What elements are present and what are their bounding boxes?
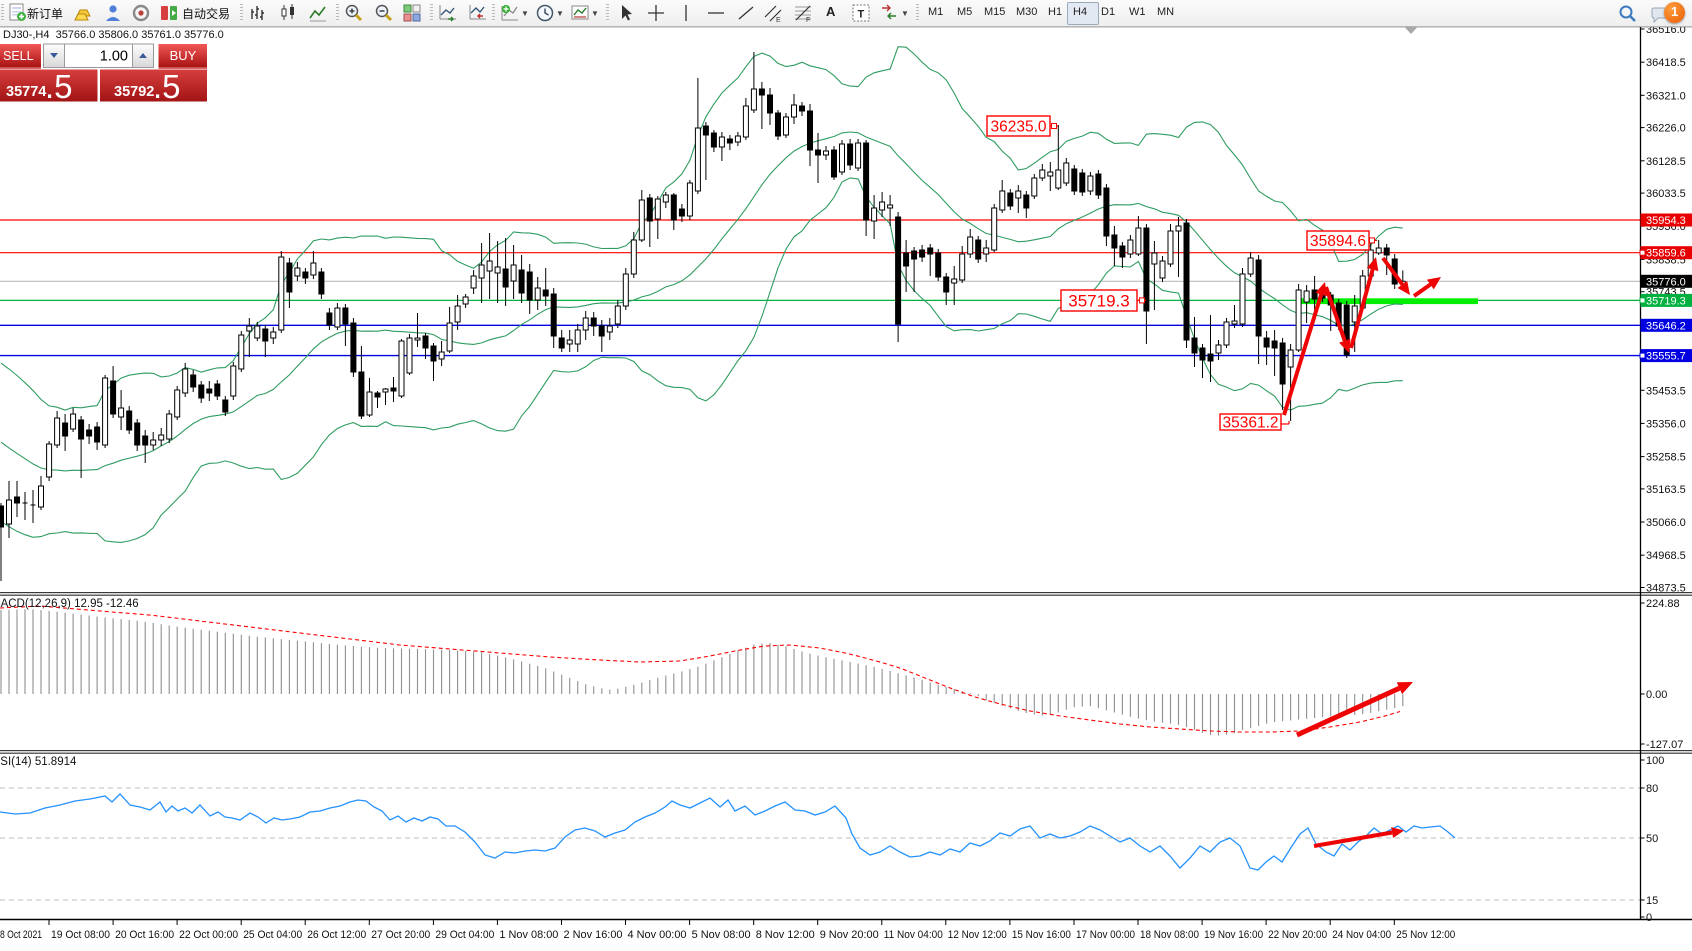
svg-text:35555.7: 35555.7 — [1646, 351, 1686, 363]
svg-text:0: 0 — [1646, 912, 1652, 924]
svg-text:BUY: BUY — [170, 48, 197, 63]
svg-text:E: E — [776, 17, 781, 23]
svg-text:19 Oct 08:00: 19 Oct 08:00 — [51, 929, 110, 941]
svg-text:35066.0: 35066.0 — [1646, 517, 1686, 529]
svg-text:36226.0: 36226.0 — [1646, 123, 1686, 135]
svg-text:F: F — [806, 17, 810, 23]
svg-text:-127.07: -127.07 — [1646, 739, 1683, 751]
svg-text:35719.3: 35719.3 — [1646, 295, 1686, 307]
svg-text:35163.5: 35163.5 — [1646, 484, 1686, 496]
svg-text:35954.3: 35954.3 — [1646, 215, 1686, 227]
svg-text:35719.3: 35719.3 — [1068, 292, 1129, 311]
svg-text:35646.2: 35646.2 — [1646, 320, 1686, 332]
svg-text:36128.5: 36128.5 — [1646, 156, 1686, 168]
svg-text:8 Nov 12:00: 8 Nov 12:00 — [756, 929, 815, 941]
svg-text:DJ30-,H4 35766.0 35806.0 3576: DJ30-,H4 35766.0 35806.0 35761.0 35776.0 — [3, 29, 224, 41]
svg-text:18 Nov 08:00: 18 Nov 08:00 — [1140, 929, 1199, 941]
svg-text:36418.5: 36418.5 — [1646, 57, 1686, 69]
svg-text:35774: 35774 — [6, 84, 46, 100]
svg-text:22 Oct 00:00: 22 Oct 00:00 — [179, 929, 238, 941]
svg-text:15: 15 — [1646, 895, 1658, 907]
svg-text:1 Nov 08:00: 1 Nov 08:00 — [499, 929, 558, 941]
svg-text:0.00: 0.00 — [1646, 689, 1667, 701]
svg-text:80: 80 — [1646, 783, 1658, 795]
svg-text:224.88: 224.88 — [1646, 598, 1680, 610]
svg-text:34968.5: 34968.5 — [1646, 550, 1686, 562]
svg-text:15 Nov 16:00: 15 Nov 16:00 — [1012, 929, 1071, 941]
svg-text:RSI(14) 51.8914: RSI(14) 51.8914 — [0, 756, 77, 768]
svg-text:35361.2: 35361.2 — [1222, 415, 1278, 432]
svg-text:.5: .5 — [153, 68, 181, 105]
svg-text:35859.6: 35859.6 — [1646, 248, 1686, 260]
svg-text:36321.0: 36321.0 — [1646, 90, 1686, 102]
svg-text:MACD(12,26,9) 12.95 -12.46: MACD(12,26,9) 12.95 -12.46 — [0, 598, 139, 610]
svg-text:27 Oct 20:00: 27 Oct 20:00 — [371, 929, 430, 941]
svg-text:50: 50 — [1646, 833, 1658, 845]
svg-text:4 Nov 00:00: 4 Nov 00:00 — [628, 929, 687, 941]
svg-text:SELL: SELL — [3, 49, 34, 63]
svg-text:29 Oct 04:00: 29 Oct 04:00 — [435, 929, 494, 941]
svg-text:34873.5: 34873.5 — [1646, 583, 1686, 595]
svg-text:35258.5: 35258.5 — [1646, 452, 1686, 464]
svg-text:25 Oct 04:00: 25 Oct 04:00 — [243, 929, 302, 941]
svg-text:25 Nov 12:00: 25 Nov 12:00 — [1396, 929, 1455, 941]
svg-text:17 Nov 00:00: 17 Nov 00:00 — [1076, 929, 1135, 941]
svg-text:35792: 35792 — [114, 84, 154, 100]
svg-text:19 Nov 16:00: 19 Nov 16:00 — [1204, 929, 1263, 941]
svg-text:26 Oct 12:00: 26 Oct 12:00 — [307, 929, 366, 941]
svg-text:1.00: 1.00 — [100, 49, 128, 65]
svg-text:2 Nov 16:00: 2 Nov 16:00 — [564, 929, 623, 941]
svg-text:5 Nov 08:00: 5 Nov 08:00 — [692, 929, 751, 941]
svg-text:20 Oct 16:00: 20 Oct 16:00 — [115, 929, 174, 941]
svg-text:11 Nov 04:00: 11 Nov 04:00 — [884, 929, 943, 941]
svg-text:35453.5: 35453.5 — [1646, 385, 1686, 397]
svg-text:36235.0: 36235.0 — [990, 119, 1046, 136]
svg-text:12 Nov 12:00: 12 Nov 12:00 — [948, 929, 1007, 941]
svg-text:100: 100 — [1646, 755, 1664, 767]
svg-text:T: T — [858, 9, 865, 21]
svg-text:36033.5: 36033.5 — [1646, 188, 1686, 200]
svg-text:22 Nov 20:00: 22 Nov 20:00 — [1268, 929, 1327, 941]
svg-text:.5: .5 — [45, 68, 73, 105]
svg-text:24 Nov 04:00: 24 Nov 04:00 — [1332, 929, 1391, 941]
svg-text:9 Nov 20:00: 9 Nov 20:00 — [820, 929, 879, 941]
svg-text:35894.6: 35894.6 — [1310, 233, 1366, 250]
svg-text:35776.0: 35776.0 — [1646, 276, 1686, 288]
svg-text:8 Oct 2021: 8 Oct 2021 — [0, 929, 42, 941]
svg-text:35356.0: 35356.0 — [1646, 418, 1686, 430]
